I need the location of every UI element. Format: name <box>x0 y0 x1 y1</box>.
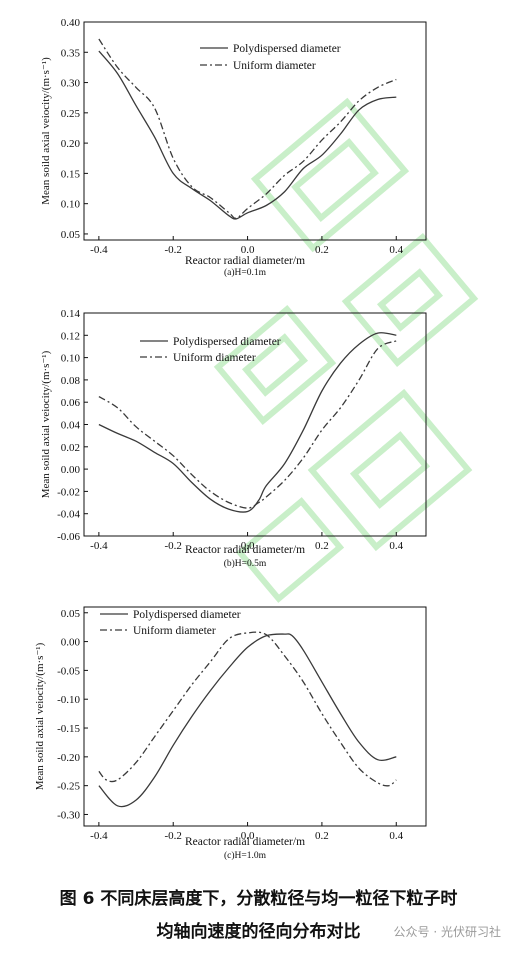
x-tick-label: -0.4 <box>90 830 108 842</box>
chart-b: -0.06 -0.04 -0.02 0.00 0.02 0.04 0.06 0.08 0.10 0… <box>40 308 427 569</box>
watermark-maze-art <box>213 97 479 603</box>
y-tick-label: 0.08 <box>61 375 81 387</box>
chart-a: 0.05 0.10 0.15 0.20 0.25 0.30 0.35 0.40 -0.4 -0.2… <box>40 17 427 278</box>
x-tick-label: 0.4 <box>389 830 403 842</box>
legend-label: Uniform diameter <box>133 625 216 637</box>
y-tick-label: -0.20 <box>57 752 80 764</box>
series-line-polydispersed <box>98 50 397 220</box>
x-axis-label: Reactor radial diameter/m <box>185 836 305 848</box>
y-axis-label: Mean soild axial veiocity/(m·s⁻¹) <box>40 57 52 205</box>
y-axis-label: Mean soild axial veiocity/(m·s⁻¹) <box>40 350 52 498</box>
y-tick-label: -0.06 <box>57 531 80 543</box>
watermark-shape <box>241 333 309 397</box>
y-tick-label: 0.40 <box>61 17 81 29</box>
y-tick-label: -0.25 <box>57 781 80 793</box>
x-tick-label: 0.0 <box>241 540 255 552</box>
legend-label: Polydispersed diameter <box>133 609 241 621</box>
x-tick-label: 0.0 <box>241 830 255 842</box>
y-tick-label: 0.05 <box>61 229 81 241</box>
x-tick-label: 0.2 <box>315 830 329 842</box>
watermark-shape <box>307 388 473 552</box>
y-tick-label: -0.15 <box>57 723 80 735</box>
x-tick-label: -0.4 <box>90 540 108 552</box>
y-tick-label: 0.00 <box>61 464 81 476</box>
x-tick-label: 0.4 <box>389 540 403 552</box>
y-tick-label: 0.14 <box>61 308 81 320</box>
x-tick-label: 0.2 <box>315 244 329 256</box>
x-axis-label: Reactor radial diameter/m <box>185 544 305 556</box>
series-line-polydispersed <box>98 633 397 808</box>
watermark-shape <box>349 431 431 509</box>
watermark-shape <box>213 305 337 425</box>
y-tick-label: 0.10 <box>61 353 81 365</box>
y-tick-label: -0.05 <box>57 665 80 677</box>
legend-label: Uniform diameter <box>173 352 256 364</box>
y-tick-label: 0.02 <box>61 442 80 454</box>
y-tick-label: -0.30 <box>57 809 80 821</box>
figure-canvas: 0.05 0.10 0.15 0.20 0.25 0.30 0.35 0.40 -0.4 -0.2… <box>34 17 479 861</box>
y-tick-label: -0.04 <box>57 509 80 521</box>
y-tick-label: 0.15 <box>61 168 81 180</box>
y-tick-label: 0.00 <box>61 637 81 649</box>
watermark-shape <box>235 497 345 603</box>
watermark-shape <box>250 97 410 253</box>
series-line-uniform <box>98 38 397 219</box>
figure-caption-line2: 均轴向速度的径向分布对比 <box>156 922 361 942</box>
legend-label: Uniform diameter <box>233 60 316 72</box>
plot-frame <box>83 21 427 241</box>
y-tick-label: 0.35 <box>61 47 81 59</box>
y-tick-label: 0.06 <box>61 397 81 409</box>
y-tick-label: 0.04 <box>61 420 81 432</box>
y-tick-label: -0.02 <box>57 486 80 498</box>
x-axis-label: Reactor radial diameter/m <box>185 255 305 267</box>
figure-caption-line1: 图 6 不同床层高度下，分散粒径与均一粒径下粒子时 <box>59 889 458 909</box>
watermark-text: 公众号 · 光伏研习社 <box>393 925 501 939</box>
x-tick-label: -0.2 <box>165 830 182 842</box>
y-axis-label: Mean soild axial veiocity/(m·s⁻¹) <box>34 642 46 790</box>
series-line-uniform <box>98 631 397 787</box>
x-tick-label: -0.2 <box>165 244 182 256</box>
watermark-shape <box>341 232 479 368</box>
legend-label: Polydispersed diameter <box>173 336 281 348</box>
watermark-shape <box>291 137 379 223</box>
y-tick-label: 0.25 <box>61 108 81 120</box>
x-tick-label: 0.2 <box>315 540 329 552</box>
chart-subtitle: (b)H=0.5m <box>224 558 267 569</box>
y-tick-label: 0.12 <box>61 330 80 342</box>
legend-label: Polydispersed diameter <box>233 43 341 55</box>
y-tick-label: 0.10 <box>61 199 81 211</box>
x-tick-label: 0.4 <box>389 244 403 256</box>
y-tick-label: 0.30 <box>61 78 81 90</box>
x-tick-label: -0.4 <box>90 244 108 256</box>
x-tick-label: -0.2 <box>165 540 182 552</box>
x-tick-label: 0.0 <box>241 244 255 256</box>
watermark-shape <box>376 268 444 332</box>
plot-frame <box>83 606 427 827</box>
chart-subtitle: (c)H=1.0m <box>224 850 267 861</box>
chart-c: -0.30 -0.25 -0.20 -0.15 -0.10 -0.05 0.00 0.05 -0… <box>34 606 427 861</box>
y-tick-label: 0.20 <box>61 138 81 150</box>
y-tick-label: -0.10 <box>57 694 80 706</box>
chart-subtitle: (a)H=0.1m <box>224 267 267 278</box>
y-tick-label: 0.05 <box>61 608 81 620</box>
series-line-polydispersed <box>98 332 397 513</box>
